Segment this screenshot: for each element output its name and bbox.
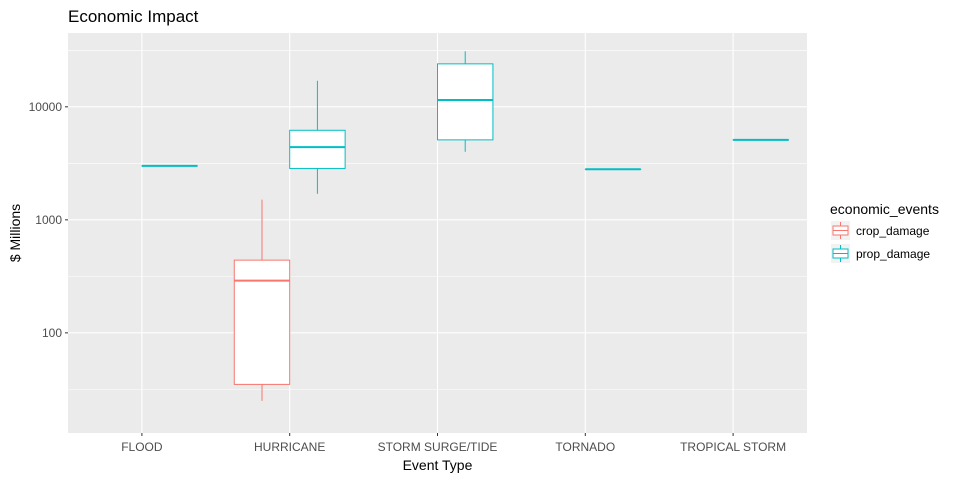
box-body [290,130,345,168]
legend-item-prop_damage: prop_damage [831,244,930,263]
x-axis: FLOOD HURRICANE STORM SURGE/TIDE TORNADO TRO… [121,433,786,454]
y-axis-title: $ Millions [7,204,23,262]
y-axis: 100 1000 10000 [29,100,68,340]
legend-item-crop_damage: crop_damage [831,221,930,240]
legend-label: prop_damage [856,247,930,261]
y-tick-label: 100 [42,326,62,340]
x-tick-label: TORNADO [555,440,615,454]
chart-title: Economic Impact [68,7,199,26]
legend: economic_events crop_damage prop_damage [830,201,939,263]
x-tick-label: STORM SURGE/TIDE [378,440,498,454]
x-tick-label: TROPICAL STORM [680,440,786,454]
box-prop_damage-storm-surge-tide [438,51,493,152]
x-tick-label: HURRICANE [254,440,325,454]
box-body [438,64,493,140]
y-tick-label: 10000 [29,100,63,114]
y-tick-label: 1000 [35,213,62,227]
box-body [234,260,289,384]
x-axis-title: Event Type [403,457,473,473]
x-tick-label: FLOOD [121,440,163,454]
legend-title: economic_events [830,201,939,217]
legend-label: crop_damage [856,224,930,238]
